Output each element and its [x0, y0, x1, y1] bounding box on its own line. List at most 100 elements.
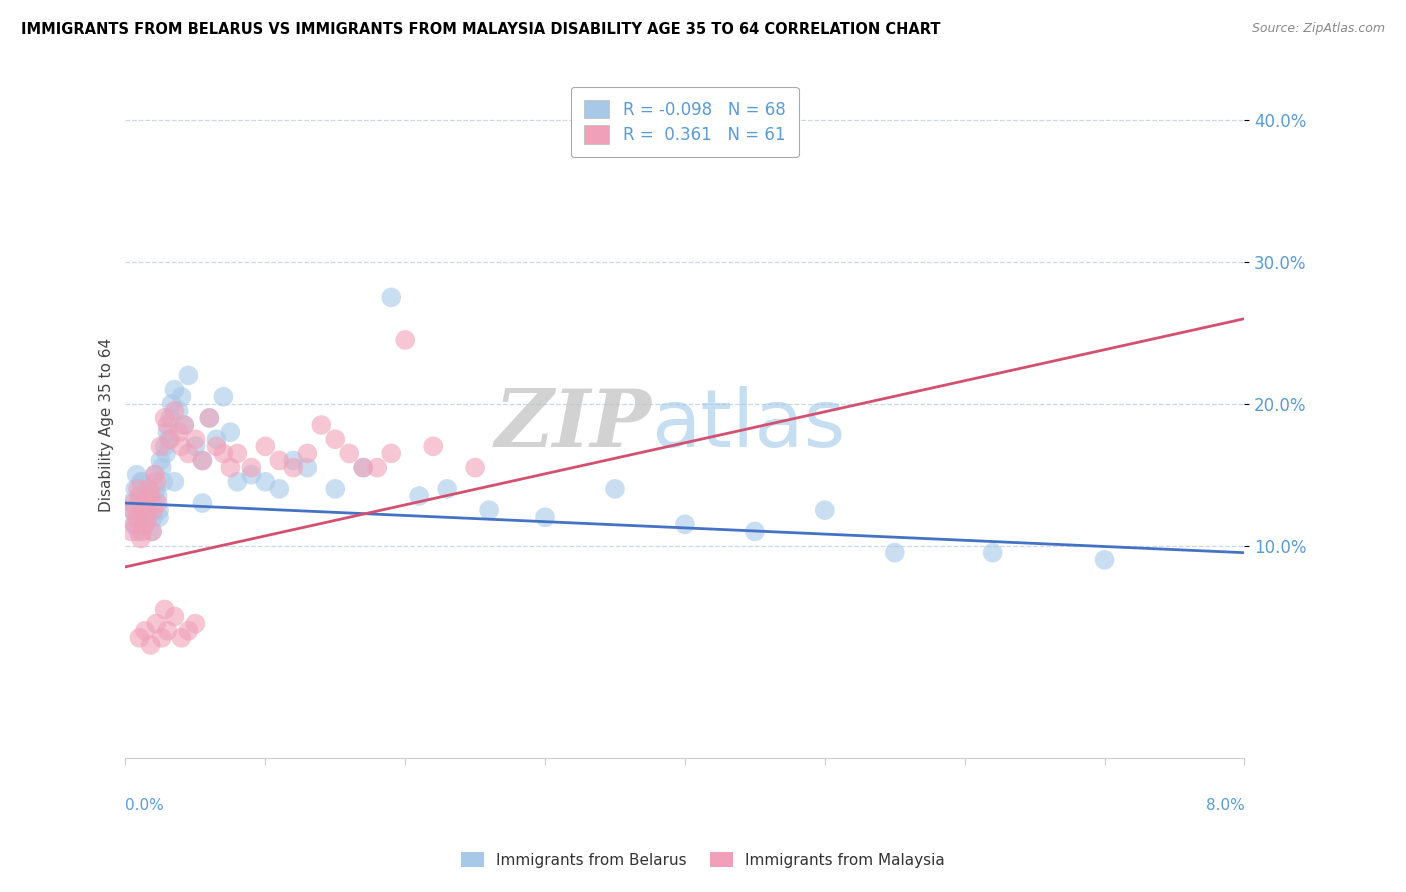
Point — [148, 510, 170, 524]
Point — [226, 475, 249, 489]
Point — [127, 482, 149, 496]
Point — [139, 489, 162, 503]
Point — [184, 616, 207, 631]
Point — [297, 460, 319, 475]
Point — [170, 390, 193, 404]
Legend: Immigrants from Belarus, Immigrants from Malaysia: Immigrants from Belarus, Immigrants from… — [454, 844, 952, 875]
Point — [139, 489, 162, 503]
Point — [120, 524, 142, 539]
Point — [212, 390, 235, 404]
Point — [138, 482, 160, 496]
Point — [254, 475, 277, 489]
Point — [143, 467, 166, 482]
Point — [167, 425, 190, 439]
Point — [883, 546, 905, 560]
Y-axis label: Disability Age 35 to 64: Disability Age 35 to 64 — [100, 338, 114, 512]
Point — [121, 503, 143, 517]
Point — [136, 503, 159, 517]
Point — [981, 546, 1004, 560]
Point — [121, 503, 143, 517]
Point — [149, 439, 172, 453]
Point — [129, 475, 152, 489]
Point — [269, 453, 291, 467]
Text: Source: ZipAtlas.com: Source: ZipAtlas.com — [1251, 22, 1385, 36]
Point — [135, 496, 157, 510]
Point — [153, 602, 176, 616]
Point — [478, 503, 501, 517]
Point — [352, 460, 374, 475]
Point — [191, 496, 214, 510]
Point — [141, 524, 163, 539]
Point — [366, 460, 388, 475]
Point — [177, 368, 200, 383]
Point — [464, 460, 486, 475]
Point — [139, 638, 162, 652]
Point — [125, 467, 148, 482]
Point — [145, 475, 167, 489]
Point — [134, 517, 156, 532]
Point — [323, 432, 346, 446]
Point — [436, 482, 458, 496]
Point — [146, 496, 169, 510]
Text: ZIP: ZIP — [495, 386, 651, 464]
Point — [152, 475, 174, 489]
Point — [394, 333, 416, 347]
Point — [128, 631, 150, 645]
Point — [142, 489, 165, 503]
Text: 0.0%: 0.0% — [125, 798, 165, 814]
Point — [170, 631, 193, 645]
Point — [191, 453, 214, 467]
Point — [128, 489, 150, 503]
Point — [128, 489, 150, 503]
Point — [131, 524, 153, 539]
Point — [212, 446, 235, 460]
Point — [125, 510, 148, 524]
Point — [157, 432, 180, 446]
Point — [1094, 553, 1116, 567]
Point — [156, 425, 179, 439]
Point — [148, 503, 170, 517]
Point — [283, 453, 305, 467]
Point — [136, 482, 159, 496]
Point — [184, 432, 207, 446]
Point — [131, 510, 153, 524]
Point — [136, 510, 159, 524]
Point — [132, 496, 155, 510]
Point — [124, 517, 146, 532]
Point — [205, 439, 228, 453]
Point — [153, 411, 176, 425]
Point — [129, 532, 152, 546]
Point — [814, 503, 837, 517]
Point — [159, 432, 181, 446]
Point — [122, 517, 145, 532]
Point — [156, 624, 179, 638]
Point — [142, 503, 165, 517]
Point — [254, 439, 277, 453]
Point — [173, 418, 195, 433]
Point — [226, 446, 249, 460]
Point — [131, 475, 153, 489]
Point — [408, 489, 430, 503]
Point — [352, 460, 374, 475]
Point — [380, 290, 402, 304]
Point — [603, 482, 626, 496]
Point — [198, 411, 221, 425]
Point — [159, 411, 181, 425]
Point — [323, 482, 346, 496]
Point — [143, 467, 166, 482]
Point — [191, 453, 214, 467]
Point — [311, 418, 333, 433]
Point — [146, 489, 169, 503]
Point — [124, 482, 146, 496]
Point — [163, 383, 186, 397]
Point — [380, 446, 402, 460]
Point — [240, 460, 263, 475]
Point — [177, 624, 200, 638]
Point — [673, 517, 696, 532]
Point — [297, 446, 319, 460]
Point — [155, 446, 177, 460]
Point — [198, 411, 221, 425]
Point — [173, 418, 195, 433]
Point — [138, 482, 160, 496]
Text: atlas: atlas — [651, 386, 846, 464]
